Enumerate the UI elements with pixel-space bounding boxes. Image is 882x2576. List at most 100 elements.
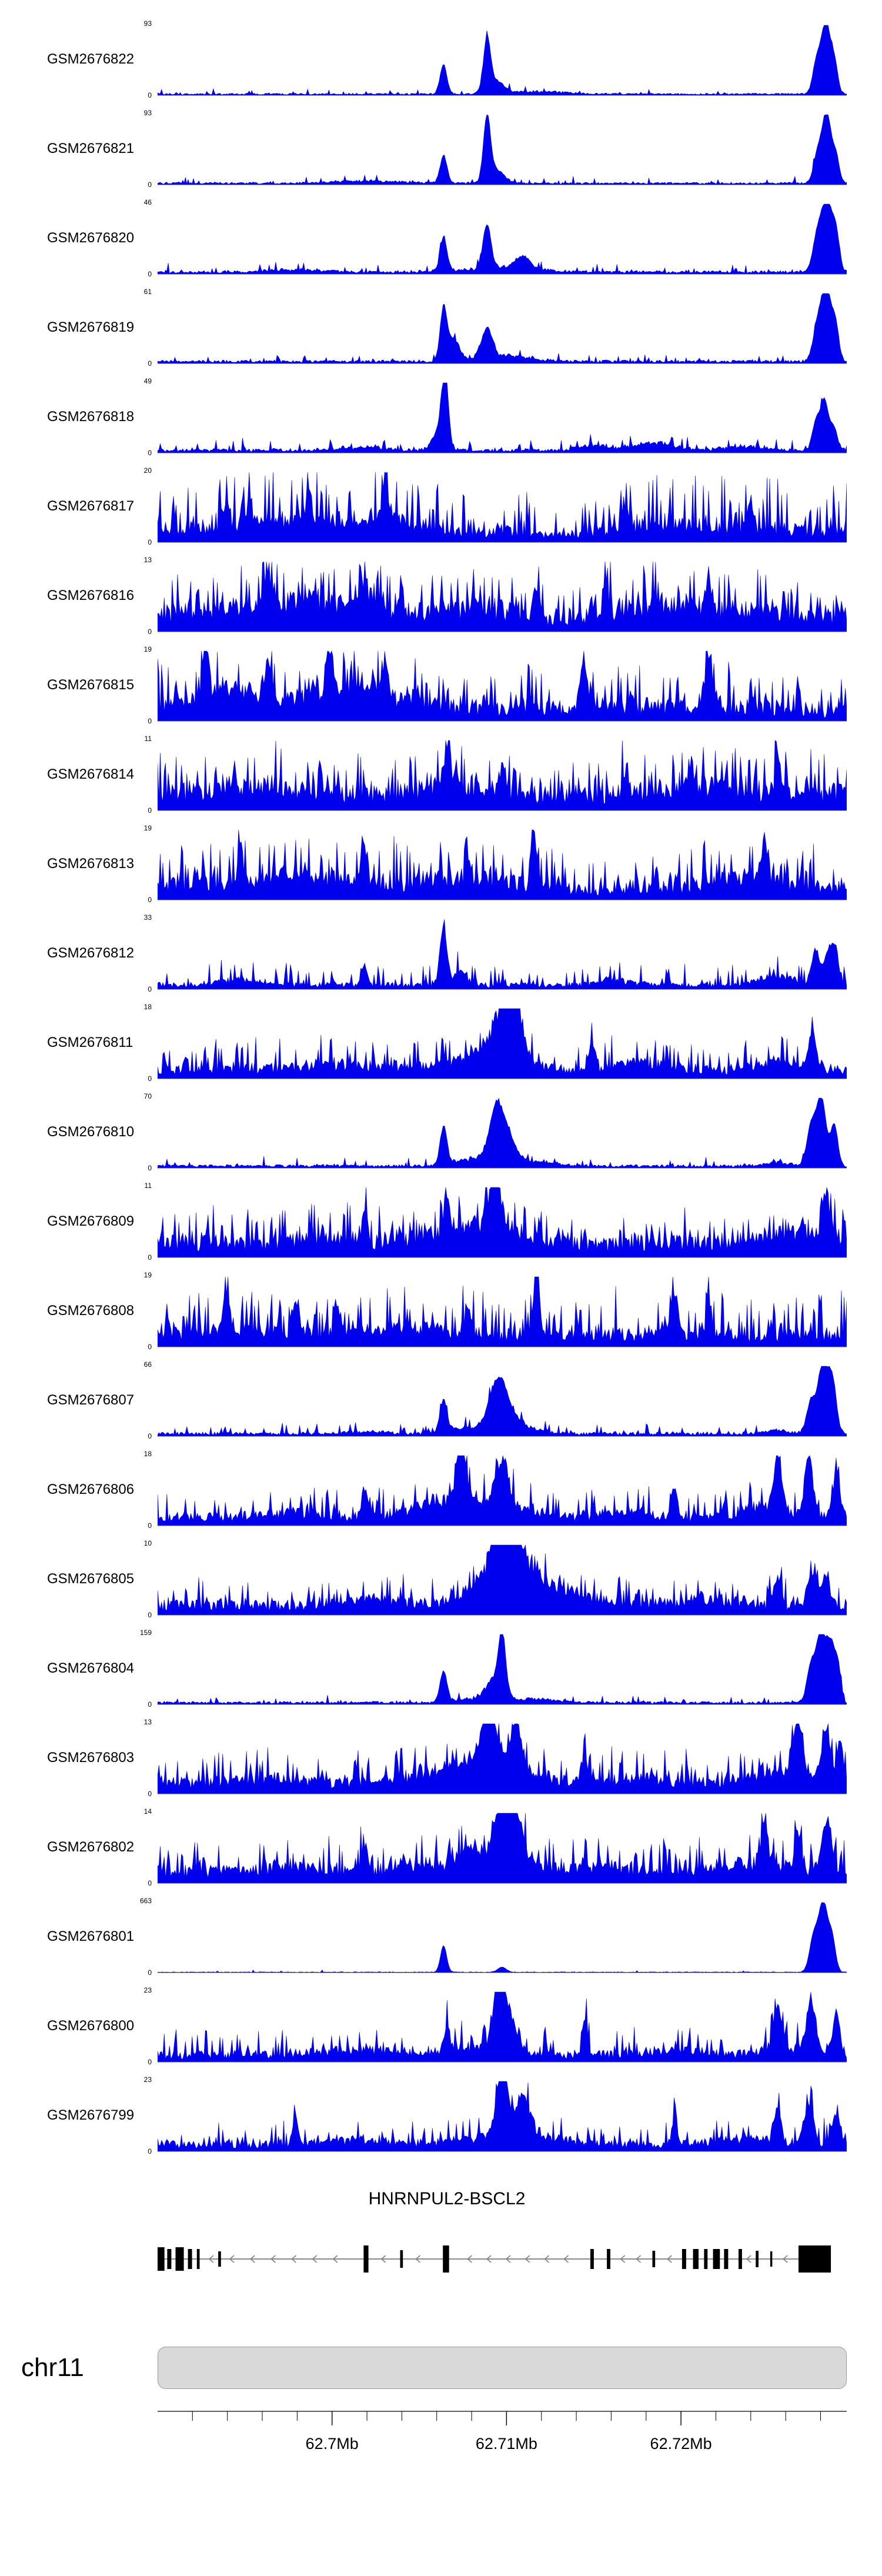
strand-arrow-icon xyxy=(667,2255,672,2263)
signal-polygon xyxy=(158,203,847,275)
axis-tick-label: 62.71Mb xyxy=(476,2435,537,2452)
signal-polygon xyxy=(158,650,847,722)
strand-arrow-icon xyxy=(544,2255,550,2263)
signal-polygon xyxy=(158,1634,847,1705)
signal-polygon xyxy=(158,25,847,96)
y-zero-label: 0 xyxy=(148,1790,152,1798)
signal-polygon xyxy=(158,1455,847,1526)
y-zero-label: 0 xyxy=(148,1164,152,1172)
signal-area xyxy=(158,1008,847,1079)
exon xyxy=(188,2249,192,2269)
coverage-track-row: GSM2676800 23 0 xyxy=(0,1986,882,2066)
y-max-label: 66 xyxy=(143,1360,152,1369)
signal-polygon xyxy=(158,1097,847,1169)
strand-arrow-icon xyxy=(380,2255,386,2263)
strand-arrow-icon xyxy=(524,2255,530,2263)
coverage-track-row: GSM2676803 13 0 xyxy=(0,1718,882,1798)
coverage-track-row: GSM2676804 159 0 xyxy=(0,1629,882,1709)
y-max-label: 93 xyxy=(143,19,152,28)
signal-area xyxy=(158,1187,847,1258)
y-zero-label: 0 xyxy=(148,1432,152,1440)
y-max-label: 61 xyxy=(143,288,152,296)
coverage-track-row: GSM2676811 18 0 xyxy=(0,1003,882,1083)
coverage-track-row: GSM2676817 20 0 xyxy=(0,466,882,546)
track-label: GSM2676820 xyxy=(47,230,135,246)
coverage-track-row: GSM2676814 11 0 xyxy=(0,735,882,815)
y-max-label: 23 xyxy=(143,2076,152,2084)
track-label: GSM2676805 xyxy=(47,1571,135,1587)
y-max-label: 19 xyxy=(143,645,152,653)
y-max-label: 18 xyxy=(143,1003,152,1011)
signal-area xyxy=(158,293,847,364)
signal-area xyxy=(158,1097,847,1169)
y-zero-label: 0 xyxy=(148,1611,152,1619)
strand-arrow-icon xyxy=(229,2255,235,2263)
signal-area xyxy=(158,1366,847,1437)
y-max-label: 10 xyxy=(143,1539,152,1547)
y-zero-label: 0 xyxy=(148,717,152,725)
signal-polygon xyxy=(158,114,847,185)
signal-polygon xyxy=(158,1008,847,1079)
coverage-track-row: GSM2676802 14 0 xyxy=(0,1807,882,1887)
strand-arrow-icon xyxy=(486,2255,492,2263)
strand-arrow-icon xyxy=(563,2255,569,2263)
strand-arrow-icon xyxy=(636,2255,642,2263)
signal-area xyxy=(158,1544,847,1616)
signal-polygon xyxy=(158,740,847,811)
y-zero-label: 0 xyxy=(148,628,152,636)
y-max-label: 13 xyxy=(143,556,152,564)
y-zero-label: 0 xyxy=(148,2147,152,2155)
coverage-track-row: GSM2676820 46 0 xyxy=(0,198,882,278)
y-zero-label: 0 xyxy=(148,270,152,278)
track-label: GSM2676812 xyxy=(47,945,135,961)
y-max-label: 14 xyxy=(143,1807,152,1816)
signal-polygon xyxy=(158,919,847,990)
y-max-label: 19 xyxy=(143,1271,152,1279)
signal-area xyxy=(158,25,847,96)
exon xyxy=(443,2245,449,2273)
signal-polygon xyxy=(158,2081,847,2152)
exon xyxy=(739,2249,742,2269)
strand-arrow-icon xyxy=(746,2255,751,2263)
track-label: GSM2676818 xyxy=(47,409,135,425)
track-label: GSM2676813 xyxy=(47,856,135,872)
chromosome-ideogram xyxy=(158,2347,847,2389)
signal-polygon xyxy=(158,1902,847,1973)
coverage-track-row: GSM2676801 663 0 xyxy=(0,1897,882,1977)
y-zero-label: 0 xyxy=(148,1343,152,1351)
track-label: GSM2676817 xyxy=(47,498,135,514)
signal-area xyxy=(158,561,847,632)
gene-model xyxy=(158,2245,831,2273)
y-max-label: 49 xyxy=(143,377,152,385)
exon xyxy=(400,2250,403,2268)
y-max-label: 19 xyxy=(143,824,152,832)
signal-polygon xyxy=(158,382,847,453)
coverage-track-row: GSM2676822 93 0 xyxy=(0,19,882,99)
track-label: GSM2676801 xyxy=(47,1928,135,1944)
signal-area xyxy=(158,1723,847,1794)
track-label: GSM2676819 xyxy=(47,319,135,335)
exon xyxy=(363,2245,369,2273)
exon xyxy=(175,2247,184,2271)
coverage-track-row: GSM2676805 10 0 xyxy=(0,1539,882,1619)
track-label: GSM2676810 xyxy=(47,1124,135,1140)
track-label: GSM2676822 xyxy=(47,51,135,67)
track-label: GSM2676806 xyxy=(47,1481,135,1497)
exon xyxy=(799,2245,831,2273)
y-max-label: 46 xyxy=(143,198,152,206)
track-label: GSM2676804 xyxy=(47,1660,135,1676)
track-label: GSM2676809 xyxy=(47,1213,135,1229)
axis-tick-label: 62.7Mb xyxy=(306,2435,359,2452)
exon xyxy=(693,2249,699,2269)
signal-polygon xyxy=(158,829,847,900)
y-zero-label: 0 xyxy=(148,985,152,993)
y-max-label: 23 xyxy=(143,1986,152,1994)
coverage-track-row: GSM2676808 19 0 xyxy=(0,1271,882,1351)
signal-area xyxy=(158,114,847,185)
exon xyxy=(590,2249,594,2269)
y-zero-label: 0 xyxy=(148,181,152,189)
strand-arrow-icon xyxy=(249,2255,255,2263)
coverage-track-row: GSM2676807 66 0 xyxy=(0,1360,882,1440)
signal-polygon xyxy=(158,1366,847,1437)
